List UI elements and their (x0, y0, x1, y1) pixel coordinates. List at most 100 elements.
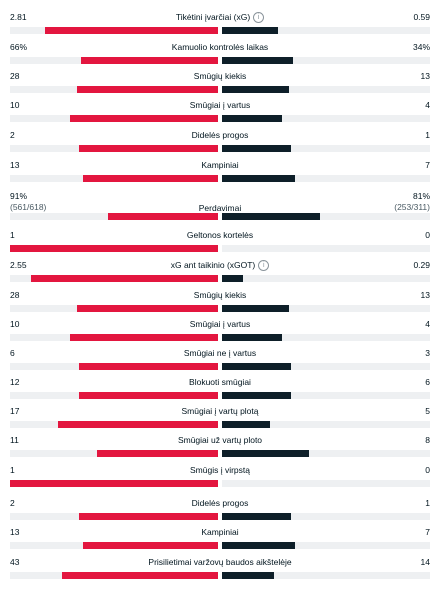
away-bar-track (222, 57, 430, 64)
stat-row: 28 Smūgių kiekis 13 (0, 288, 440, 312)
home-bar-track (10, 480, 218, 487)
stat-bars (10, 392, 430, 399)
stat-category-text: Blokuoti smūgiai (189, 377, 251, 387)
stat-bars (10, 57, 430, 64)
info-icon[interactable]: i (253, 12, 265, 23)
stat-row: 11 Smūgiai už vartų ploto 8 (0, 433, 440, 457)
away-bar-fill (222, 213, 320, 220)
home-value: 43 (10, 557, 20, 567)
home-bar-fill (79, 392, 218, 399)
away-bar-fill (222, 86, 289, 93)
away-bar-track (222, 572, 430, 579)
away-bar-track (222, 334, 430, 341)
stat-bars (10, 86, 430, 93)
stat-category-label: Prisilietimai varžovų baudos aikštelėje (0, 555, 440, 569)
home-bar-track (10, 175, 218, 182)
home-value: 11 (10, 435, 19, 445)
home-bar-fill (77, 305, 218, 312)
stat-labels: 17 Smūgiai į vartų plotą 5 (0, 404, 440, 418)
stat-labels: 10 Smūgiai į vartus 4 (0, 317, 440, 331)
stat-category-label: xG ant taikinio (xGOT) i (0, 258, 440, 272)
stat-row: 12 Blokuoti smūgiai 6 (0, 375, 440, 399)
stat-category-text: Prisilietimai varžovų baudos aikštelėje (148, 557, 292, 567)
stat-category-text: Smūgis į virpstą (190, 465, 250, 475)
away-bar-track (222, 480, 430, 487)
home-value: 17 (10, 406, 20, 416)
stat-bars (10, 572, 430, 579)
away-bar-fill (222, 27, 278, 34)
stat-category-label: Smūgis į virpstą (0, 463, 440, 477)
stat-bars (10, 115, 430, 122)
stat-bars (10, 245, 430, 252)
away-value: 14 (420, 557, 430, 567)
away-value: 4 (425, 100, 430, 110)
away-value: 3 (425, 348, 430, 358)
away-bar-fill (222, 542, 295, 549)
stat-bars (10, 145, 430, 152)
away-bar-fill (222, 145, 291, 152)
stat-labels: 28 Smūgių kiekis 13 (0, 69, 440, 83)
home-bar-fill (108, 213, 218, 220)
away-value: 5 (425, 406, 430, 416)
stat-category-text: Smūgiai į vartus (189, 100, 251, 110)
stat-category-text: Smūgiai ne į vartus (183, 348, 257, 358)
stat-bars (10, 421, 430, 428)
stat-category-text: Perdavimai (198, 203, 242, 213)
away-bar-fill (222, 450, 309, 457)
away-bar-track (222, 421, 430, 428)
stat-category-label: Smūgių kiekis (0, 288, 440, 302)
away-value: 13 (420, 71, 430, 81)
stat-labels: 91% Perdavimai 81% (0, 189, 440, 213)
stat-labels: 10 Smūgiai į vartus 4 (0, 98, 440, 112)
stat-labels: 13 Kampiniai 7 (0, 158, 440, 172)
stat-category-text: Kampiniai (201, 527, 239, 537)
stat-labels: 2.81 Tikėtini įvarčiai (xG) i 0.59 (0, 10, 440, 24)
away-bar-track (222, 363, 430, 370)
stat-labels: 1 Smūgis į virpstą 0 (0, 463, 440, 477)
away-value: 0.59 (413, 12, 430, 22)
home-bar-track (10, 245, 218, 252)
home-bar-track (10, 213, 218, 220)
away-bar-track (222, 145, 430, 152)
stat-bars (10, 542, 430, 549)
away-value: 4 (425, 319, 430, 329)
stat-category-text: Smūgiai už vartų ploto (177, 435, 263, 445)
home-value: 12 (10, 377, 20, 387)
away-bar-fill (222, 572, 274, 579)
home-bar-track (10, 27, 218, 34)
home-value: 28 (10, 71, 20, 81)
stat-category-label: Smūgių kiekis (0, 69, 440, 83)
home-bar-track (10, 450, 218, 457)
stat-labels: 12 Blokuoti smūgiai 6 (0, 375, 440, 389)
stat-category-label: Kamuolio kontrolės laikas (0, 40, 440, 54)
stat-category-text: Smūgių kiekis (193, 290, 247, 300)
stat-bars (10, 213, 430, 220)
stat-row: 10 Smūgiai į vartus 4 (0, 98, 440, 122)
away-bar-fill (222, 392, 291, 399)
home-value: 2.55 (10, 260, 27, 270)
away-value: 7 (425, 160, 430, 170)
home-value: 10 (10, 100, 20, 110)
stat-bars (10, 305, 430, 312)
stat-bars (10, 513, 430, 520)
stat-category-label: Smūgiai į vartų plotą (0, 404, 440, 418)
stat-row: 2 Didelės progos 1 (0, 128, 440, 152)
away-bar-fill (222, 334, 282, 341)
away-bar-track (222, 450, 430, 457)
away-bar-fill (222, 363, 291, 370)
home-bar-fill (10, 480, 218, 487)
away-bar-fill (222, 513, 291, 520)
info-icon[interactable]: i (258, 260, 270, 271)
stat-category-label: Kampiniai (0, 158, 440, 172)
stat-category-text: Kamuolio kontrolės laikas (171, 42, 269, 52)
away-value: 0 (425, 465, 430, 475)
home-bar-fill (58, 421, 218, 428)
stat-category-label: Smūgiai į vartus (0, 98, 440, 112)
home-value: 6 (10, 348, 15, 358)
home-bar-track (10, 275, 218, 282)
home-bar-track (10, 421, 218, 428)
stat-bars (10, 480, 430, 487)
away-subvalue: (253/311) (394, 202, 430, 212)
away-bar-fill (222, 305, 289, 312)
stat-row: 6 Smūgiai ne į vartus 3 (0, 346, 440, 370)
